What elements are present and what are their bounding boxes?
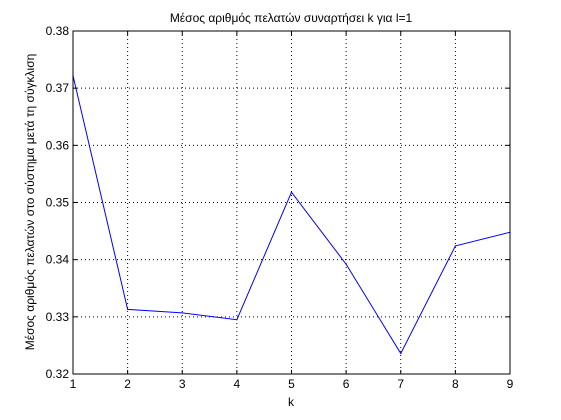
x-tick-label: 9 bbox=[507, 377, 514, 391]
y-tick-label: 0.38 bbox=[46, 24, 70, 38]
axes-layer bbox=[72, 30, 511, 375]
y-tick-label: 0.33 bbox=[46, 310, 70, 324]
data-point bbox=[181, 312, 183, 314]
data-point bbox=[127, 308, 129, 311]
x-tick-label: 3 bbox=[179, 377, 186, 391]
y-tick-label: 0.36 bbox=[46, 138, 70, 152]
y-tick-label: 0.34 bbox=[46, 253, 70, 267]
x-tick-label: 2 bbox=[124, 377, 131, 391]
data-point bbox=[290, 191, 293, 193]
x-tick-label: 6 bbox=[343, 377, 350, 391]
grid-layer bbox=[73, 31, 510, 374]
x-tick-label: 4 bbox=[234, 377, 241, 391]
y-tick-label: 0.32 bbox=[46, 367, 70, 381]
data-point bbox=[345, 263, 347, 265]
plot-area bbox=[73, 31, 510, 374]
data-point bbox=[454, 245, 456, 247]
x-axis-label: k bbox=[288, 395, 295, 409]
x-tick-label: 7 bbox=[397, 377, 404, 391]
x-tick-label: 5 bbox=[288, 377, 295, 391]
y-tick-label: 0.37 bbox=[46, 81, 70, 95]
y-axis-label: Μέσος αριθμός πελατών στο σύστημα μετά τ… bbox=[23, 54, 37, 351]
labels-layer: Μέσος αριθμός πελατών συναρτήσει k για l… bbox=[23, 11, 514, 409]
x-tick-label: 1 bbox=[70, 377, 77, 391]
chart-title: Μέσος αριθμός πελατών συναρτήσει k για l… bbox=[170, 11, 413, 25]
data-point bbox=[236, 319, 238, 321]
x-tick-label: 8 bbox=[452, 377, 459, 391]
y-tick-label: 0.35 bbox=[46, 196, 70, 210]
data-point bbox=[400, 352, 402, 355]
